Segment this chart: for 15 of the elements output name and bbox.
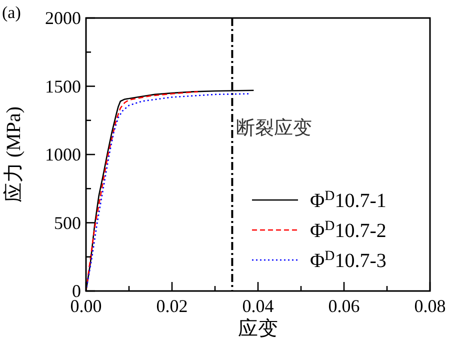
y-tick-label: 500 [54, 212, 81, 233]
y-axis-title: 应力 (MPa) [3, 106, 25, 203]
legend-label: Φ$^{D}$10.7-3 [310, 248, 386, 272]
y-tick-label: 2000 [45, 8, 81, 28]
legend-label: Φ$^{D}$10.7-1 [310, 188, 386, 212]
y-tick-label: 1000 [45, 144, 81, 164]
annotation: 断裂应变 [236, 117, 312, 140]
text: (a) [2, 3, 21, 22]
x-tick-label: 0.02 [156, 296, 188, 316]
x-tick-label: 0.06 [328, 296, 360, 316]
x-tick-label: 0.08 [414, 296, 446, 316]
x-axis-title: 应变 [238, 318, 278, 340]
x-tick-label: 0.04 [242, 296, 274, 316]
y-tick-label: 1500 [45, 76, 81, 96]
legend-label: Φ$^{D}$10.7-2 [310, 218, 386, 242]
